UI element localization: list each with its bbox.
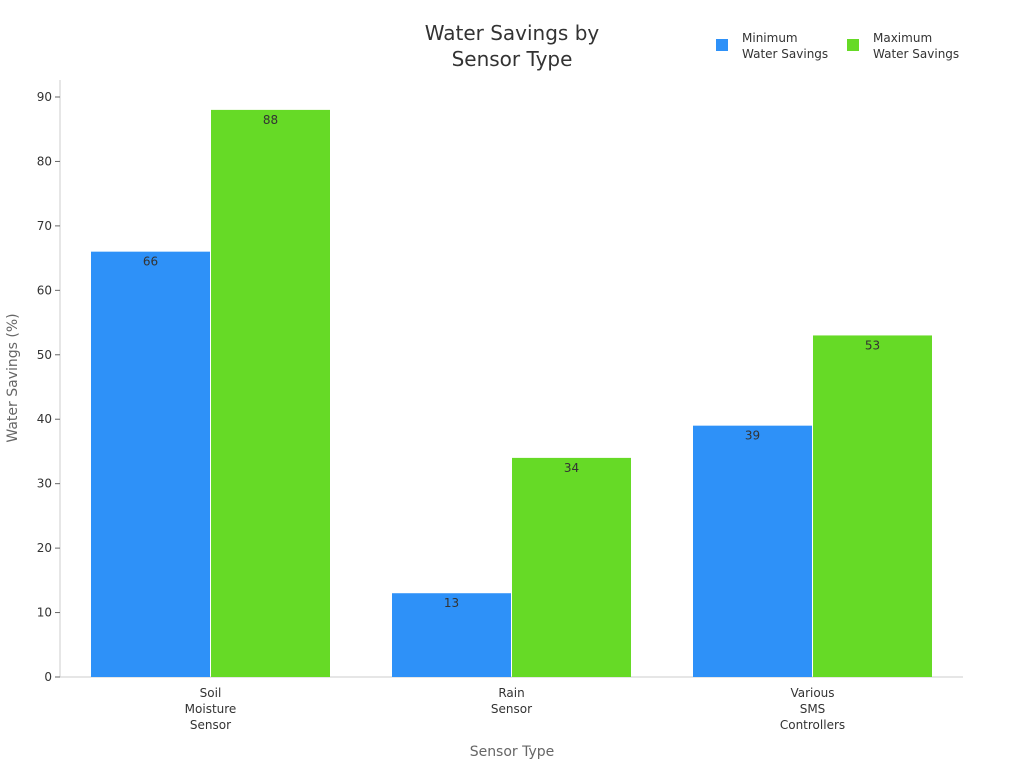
legend-swatch — [716, 39, 728, 51]
x-tick-label: Moisture — [185, 702, 237, 716]
y-tick-label: 70 — [37, 219, 52, 233]
data-label: 66 — [143, 255, 158, 269]
data-label: 13 — [444, 596, 459, 610]
x-tick-label: Soil — [200, 686, 222, 700]
x-axis-label: Sensor Type — [470, 744, 555, 760]
data-label: 88 — [263, 113, 278, 127]
x-tick-label: Sensor — [491, 702, 532, 716]
chart-title: Sensor Type — [452, 47, 573, 71]
y-tick-label: 10 — [37, 606, 52, 620]
x-tick-label: Various — [790, 686, 834, 700]
y-tick-label: 60 — [37, 283, 52, 297]
y-tick-label: 30 — [37, 477, 52, 491]
y-tick-label: 80 — [37, 154, 52, 168]
x-tick-label: Controllers — [780, 718, 845, 732]
legend-label: Minimum — [742, 31, 798, 45]
x-tick-label: Rain — [498, 686, 524, 700]
y-tick-label: 0 — [44, 670, 52, 684]
legend-label: Water Savings — [742, 47, 828, 61]
x-tick-label: SMS — [800, 702, 826, 716]
bar-maximum — [512, 457, 631, 677]
legend-swatch — [847, 39, 859, 51]
y-axis-label: Water Savings (%) — [5, 313, 21, 442]
chart-title: Water Savings by — [425, 21, 600, 45]
bar-minimum — [392, 593, 511, 677]
data-label: 53 — [865, 338, 880, 352]
y-tick-label: 20 — [37, 541, 52, 555]
bar-maximum — [813, 335, 932, 677]
bar-minimum — [91, 251, 210, 677]
bar-maximum — [211, 109, 330, 677]
data-label: 39 — [745, 429, 760, 443]
bar-minimum — [693, 425, 812, 677]
y-tick-label: 90 — [37, 90, 52, 104]
legend-label: Water Savings — [873, 47, 959, 61]
x-tick-label: Sensor — [190, 718, 231, 732]
y-tick-label: 50 — [37, 348, 52, 362]
legend-label: Maximum — [873, 31, 932, 45]
data-label: 34 — [564, 461, 579, 475]
y-tick-label: 40 — [37, 412, 52, 426]
